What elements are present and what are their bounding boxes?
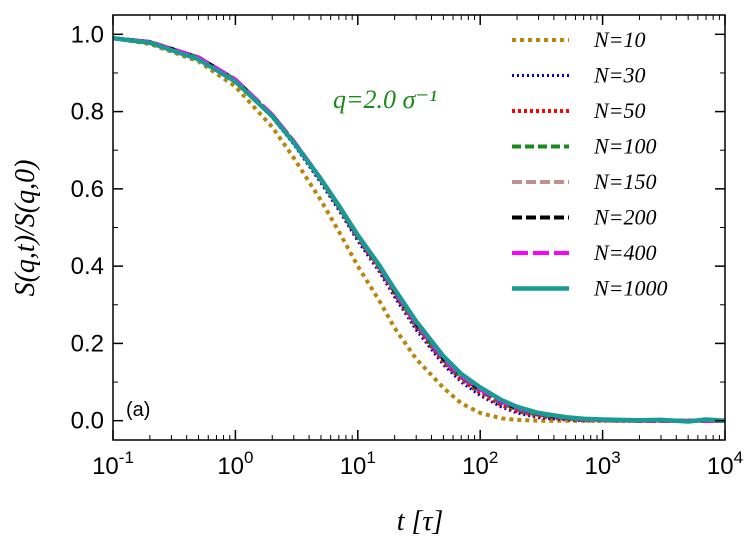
x-tick-label: 10-1 [92, 448, 134, 480]
y-tick-label: 0.4 [71, 253, 104, 280]
x-tick-label: 103 [585, 448, 621, 480]
legend-label: N=200 [593, 205, 657, 230]
legend-label: N=50 [593, 98, 646, 123]
y-tick-label: 1.0 [71, 21, 104, 48]
q-annotation: q=2.0 σ⁻¹ [333, 85, 437, 114]
legend: N=10 N=30 N=50 N=100 N=150 N=200 N=400 N=1000 [512, 27, 668, 301]
x-tick-label: 100 [217, 448, 253, 480]
legend-label: N=1000 [593, 276, 668, 301]
y-tick-label: 0.0 [71, 408, 104, 435]
x-axis-label: t [τ] [397, 506, 444, 537]
series-layer [112, 35, 726, 424]
y-tick-label: 0.2 [71, 330, 104, 357]
x-tick-label: 101 [340, 448, 376, 480]
x-tick-label: 104 [707, 448, 743, 480]
x-tick-label: 102 [462, 448, 498, 480]
series-line-N-1000 [112, 35, 726, 424]
y-tick-label: 0.8 [71, 99, 104, 126]
legend-label: N=30 [593, 63, 646, 88]
legend-label: N=100 [593, 134, 657, 159]
y-axis: 0.0 0.2 0.4 0.6 0.8 1.0 [71, 21, 725, 435]
x-axis: 10-1 100 101 102 103 104 [92, 15, 743, 480]
panel-label: (a) [126, 399, 150, 421]
y-tick-label: 0.6 [71, 176, 104, 203]
legend-label: N=10 [593, 27, 646, 52]
y-axis-label: S(q,t)/S(q,0) [10, 160, 41, 297]
legend-label: N=400 [593, 240, 657, 265]
legend-label: N=150 [593, 169, 657, 194]
